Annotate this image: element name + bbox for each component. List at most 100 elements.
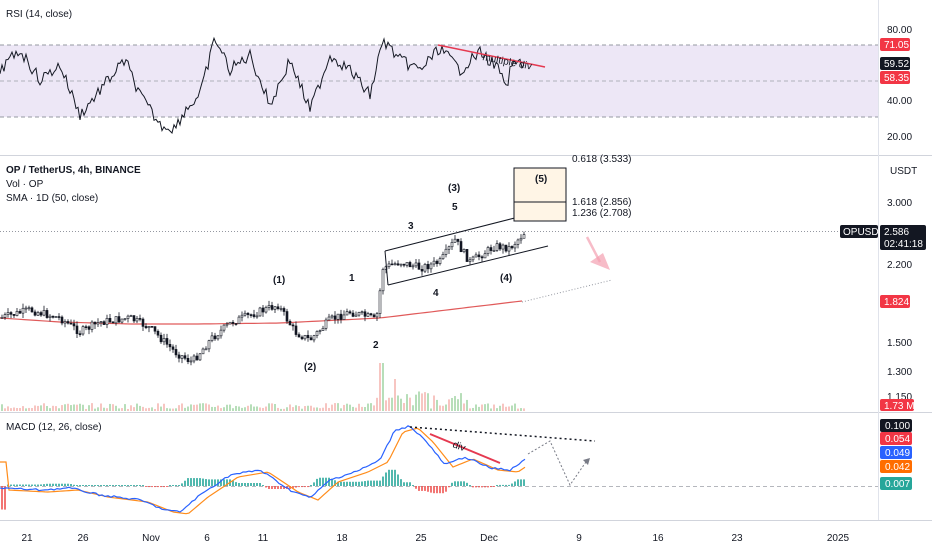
candle-body: [447, 246, 451, 250]
price-tick-3000: 3.000: [887, 198, 912, 209]
macd-histogram-bar: [292, 486, 294, 489]
symbol-title[interactable]: OP / TetherUS, 4h, BINANCE: [6, 165, 141, 176]
volume-bar: [1, 404, 3, 411]
candle-body: [330, 315, 334, 318]
candle-body: [3, 314, 7, 318]
volume-bar: [19, 407, 21, 411]
macd-histogram-bar: [19, 484, 21, 486]
volume-bar: [349, 404, 351, 411]
wave-label-1-paren: (1): [273, 275, 285, 286]
macd-histogram-bar: [445, 486, 447, 492]
volume-bar: [400, 398, 402, 411]
volume-bar: [214, 406, 216, 411]
macd-histogram-bar: [130, 485, 132, 486]
time-axis[interactable]: 21 26 Nov 6 11 18 25 Dec 9 16 23 2025: [21, 533, 849, 544]
macd-histogram-bar: [118, 485, 120, 486]
candle-body: [15, 311, 19, 316]
macd-panel[interactable]: div MACD (12, 26, close) 0.100 0.054 0.0…: [0, 419, 912, 515]
candle-body: [396, 263, 400, 266]
macd-histogram-bar: [148, 486, 150, 488]
candle-body: [207, 340, 211, 350]
volume-bar: [199, 403, 201, 411]
macd-histogram-bar: [235, 482, 237, 486]
sma-legend[interactable]: SMA · 1D (50, close): [6, 193, 98, 204]
volume-bar: [517, 408, 519, 411]
macd-trendline: [409, 426, 596, 442]
wave-label-5-paren: (5): [535, 174, 547, 185]
volume-bar: [352, 406, 354, 411]
macd-histogram-bar: [178, 485, 180, 486]
macd-histogram-bar: [205, 479, 207, 486]
candle-body: [159, 334, 163, 343]
volume-bar: [4, 408, 6, 411]
price-panel[interactable]: 0.618 (3.533) 1.618 (2.856) 1.236 (2.708…: [0, 154, 926, 412]
candle-body: [306, 334, 310, 339]
candle-body: [321, 327, 325, 331]
macd-histogram-bar: [331, 478, 333, 486]
volume-bar: [163, 403, 165, 411]
volume-bar: [385, 400, 387, 411]
time-label: 18: [336, 533, 348, 544]
volume-bar: [238, 406, 240, 411]
macd-histogram-bar: [142, 485, 144, 486]
volume-bar: [235, 405, 237, 411]
macd-histogram-bar: [250, 483, 252, 486]
macd-histogram-bar: [454, 481, 456, 486]
volume-bar: [319, 408, 321, 411]
volume-bar: [241, 407, 243, 411]
candle-body: [282, 308, 286, 312]
macd-histogram-bar: [412, 485, 414, 486]
candle-body: [453, 238, 457, 243]
candle-body: [39, 312, 43, 316]
candle-body: [351, 312, 355, 317]
last-price-tag: 2.586 02:41:18: [880, 225, 926, 250]
volume-bar: [25, 408, 27, 411]
volume-bar: [445, 404, 447, 411]
candle-body: [357, 312, 361, 316]
macd-histogram-bar: [49, 483, 51, 486]
volume-bar: [151, 407, 153, 411]
volume-bar: [511, 405, 513, 411]
rsi-panel[interactable]: multiple div RSI (14, close) 80.00 40.00…: [0, 9, 912, 143]
macd-histogram-bar: [217, 479, 219, 486]
volume-bar: [280, 408, 282, 411]
currency-label[interactable]: USDT: [890, 166, 917, 177]
candle-body: [450, 242, 454, 248]
volume-bar: [424, 392, 426, 411]
candle-body: [153, 326, 157, 332]
volume-bar: [409, 397, 411, 411]
macd-histogram-bar: [58, 483, 60, 486]
macd-tag-5: 0.007: [880, 477, 912, 490]
macd-histogram-bar: [334, 480, 336, 486]
volume-bar: [55, 406, 57, 411]
volume-bar: [256, 406, 258, 411]
candle-body: [144, 326, 148, 329]
candle-body: [84, 326, 88, 328]
channel-lower-line: [387, 245, 549, 286]
macd-histogram-bar: [397, 474, 399, 486]
macd-histogram-bar: [388, 469, 390, 486]
fib-target-box[interactable]: [513, 167, 567, 222]
volume-bar: [448, 399, 450, 411]
macd-histogram-bar: [1, 486, 3, 510]
candle-body: [201, 348, 205, 355]
volume-bar: [271, 403, 273, 411]
macd-histogram-bar: [172, 485, 174, 486]
volume-bar: [373, 405, 375, 411]
candle-body: [375, 313, 379, 318]
volume-legend[interactable]: Vol · OP: [6, 179, 44, 190]
time-label: 26: [77, 533, 89, 544]
time-label: Dec: [480, 533, 498, 544]
volume-bar: [49, 408, 51, 411]
time-label: 16: [652, 533, 664, 544]
macd-histogram-bar: [499, 484, 501, 486]
macd-histogram-bar: [409, 482, 411, 486]
volume-bar: [133, 407, 135, 411]
macd-projection-arrowhead: [583, 458, 590, 465]
macd-histogram-bar: [502, 484, 504, 486]
candle-body: [483, 253, 487, 259]
macd-histogram-bar: [70, 483, 72, 486]
time-label: Nov: [142, 533, 160, 544]
candle-body: [312, 335, 316, 341]
